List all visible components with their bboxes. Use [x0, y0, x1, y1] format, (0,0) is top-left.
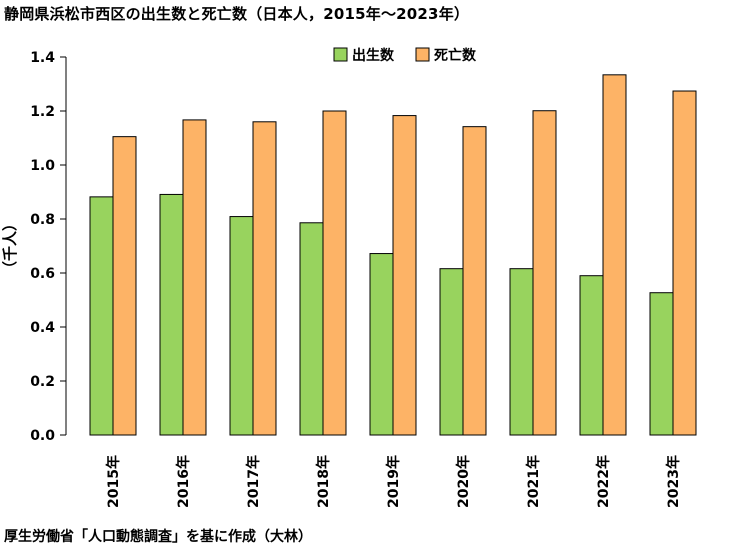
- x-tick-label: 2021年: [525, 455, 542, 508]
- bar-deaths: [252, 121, 277, 436]
- y-tick-label: 0.4: [30, 320, 55, 336]
- bar-births: [649, 292, 674, 436]
- y-tick-label: 0.2: [30, 374, 55, 390]
- bar-births: [439, 268, 464, 436]
- x-axis-labels: 2015年 2016年 2017年 2018年 2019年 2020年 2021年 2022年…: [105, 455, 682, 508]
- x-tick-label: 2020年: [455, 455, 472, 508]
- legend: 出生数 死亡数: [333, 47, 477, 64]
- bar-births: [89, 196, 114, 436]
- x-tick-label: 2016年: [175, 455, 192, 508]
- bar-deaths: [392, 115, 417, 436]
- bar-deaths: [182, 119, 207, 436]
- bar-deaths: [602, 74, 627, 436]
- legend-label: 出生数: [352, 47, 395, 64]
- x-tick-label: 2017年: [245, 455, 262, 508]
- x-tick-label: 2023年: [665, 455, 682, 508]
- y-tick-label: 0.8: [30, 212, 55, 228]
- bar-births: [299, 222, 324, 436]
- bar-births: [229, 216, 254, 436]
- x-tick-label: 2015年: [105, 455, 122, 508]
- chart-title: 静岡県浜松市西区の出生数と死亡数（日本人，2015年～2023年）: [4, 5, 470, 23]
- x-tick-label: 2022年: [595, 455, 612, 508]
- bars-group: [89, 74, 697, 436]
- y-tick-label: 1.2: [30, 104, 55, 120]
- legend-swatch: [415, 47, 430, 62]
- y-axis: 0.0 0.2 0.4 0.6 0.8 1.0 1.2 1.4: [30, 50, 67, 444]
- bar-deaths: [672, 90, 697, 436]
- bar-births: [509, 268, 534, 436]
- source-note: 厚生労働省「人口動態調査」を基に作成（大林）: [4, 529, 312, 545]
- y-tick-label: 0.0: [30, 428, 55, 444]
- legend-label: 死亡数: [433, 47, 477, 64]
- bar-deaths: [322, 110, 347, 436]
- y-tick-label: 1.0: [30, 158, 55, 174]
- bar-deaths: [532, 110, 557, 436]
- y-tick-label: 1.4: [30, 50, 55, 66]
- bar-births: [369, 253, 394, 436]
- bar-deaths: [462, 126, 487, 436]
- legend-swatch: [333, 47, 348, 62]
- y-tick-label: 0.6: [30, 266, 55, 282]
- bar-births: [159, 193, 184, 436]
- y-axis-label: （千人）: [1, 216, 19, 276]
- bar-births: [579, 275, 604, 436]
- bar-deaths: [112, 136, 137, 436]
- x-tick-label: 2018年: [315, 455, 332, 508]
- x-tick-label: 2019年: [385, 455, 402, 508]
